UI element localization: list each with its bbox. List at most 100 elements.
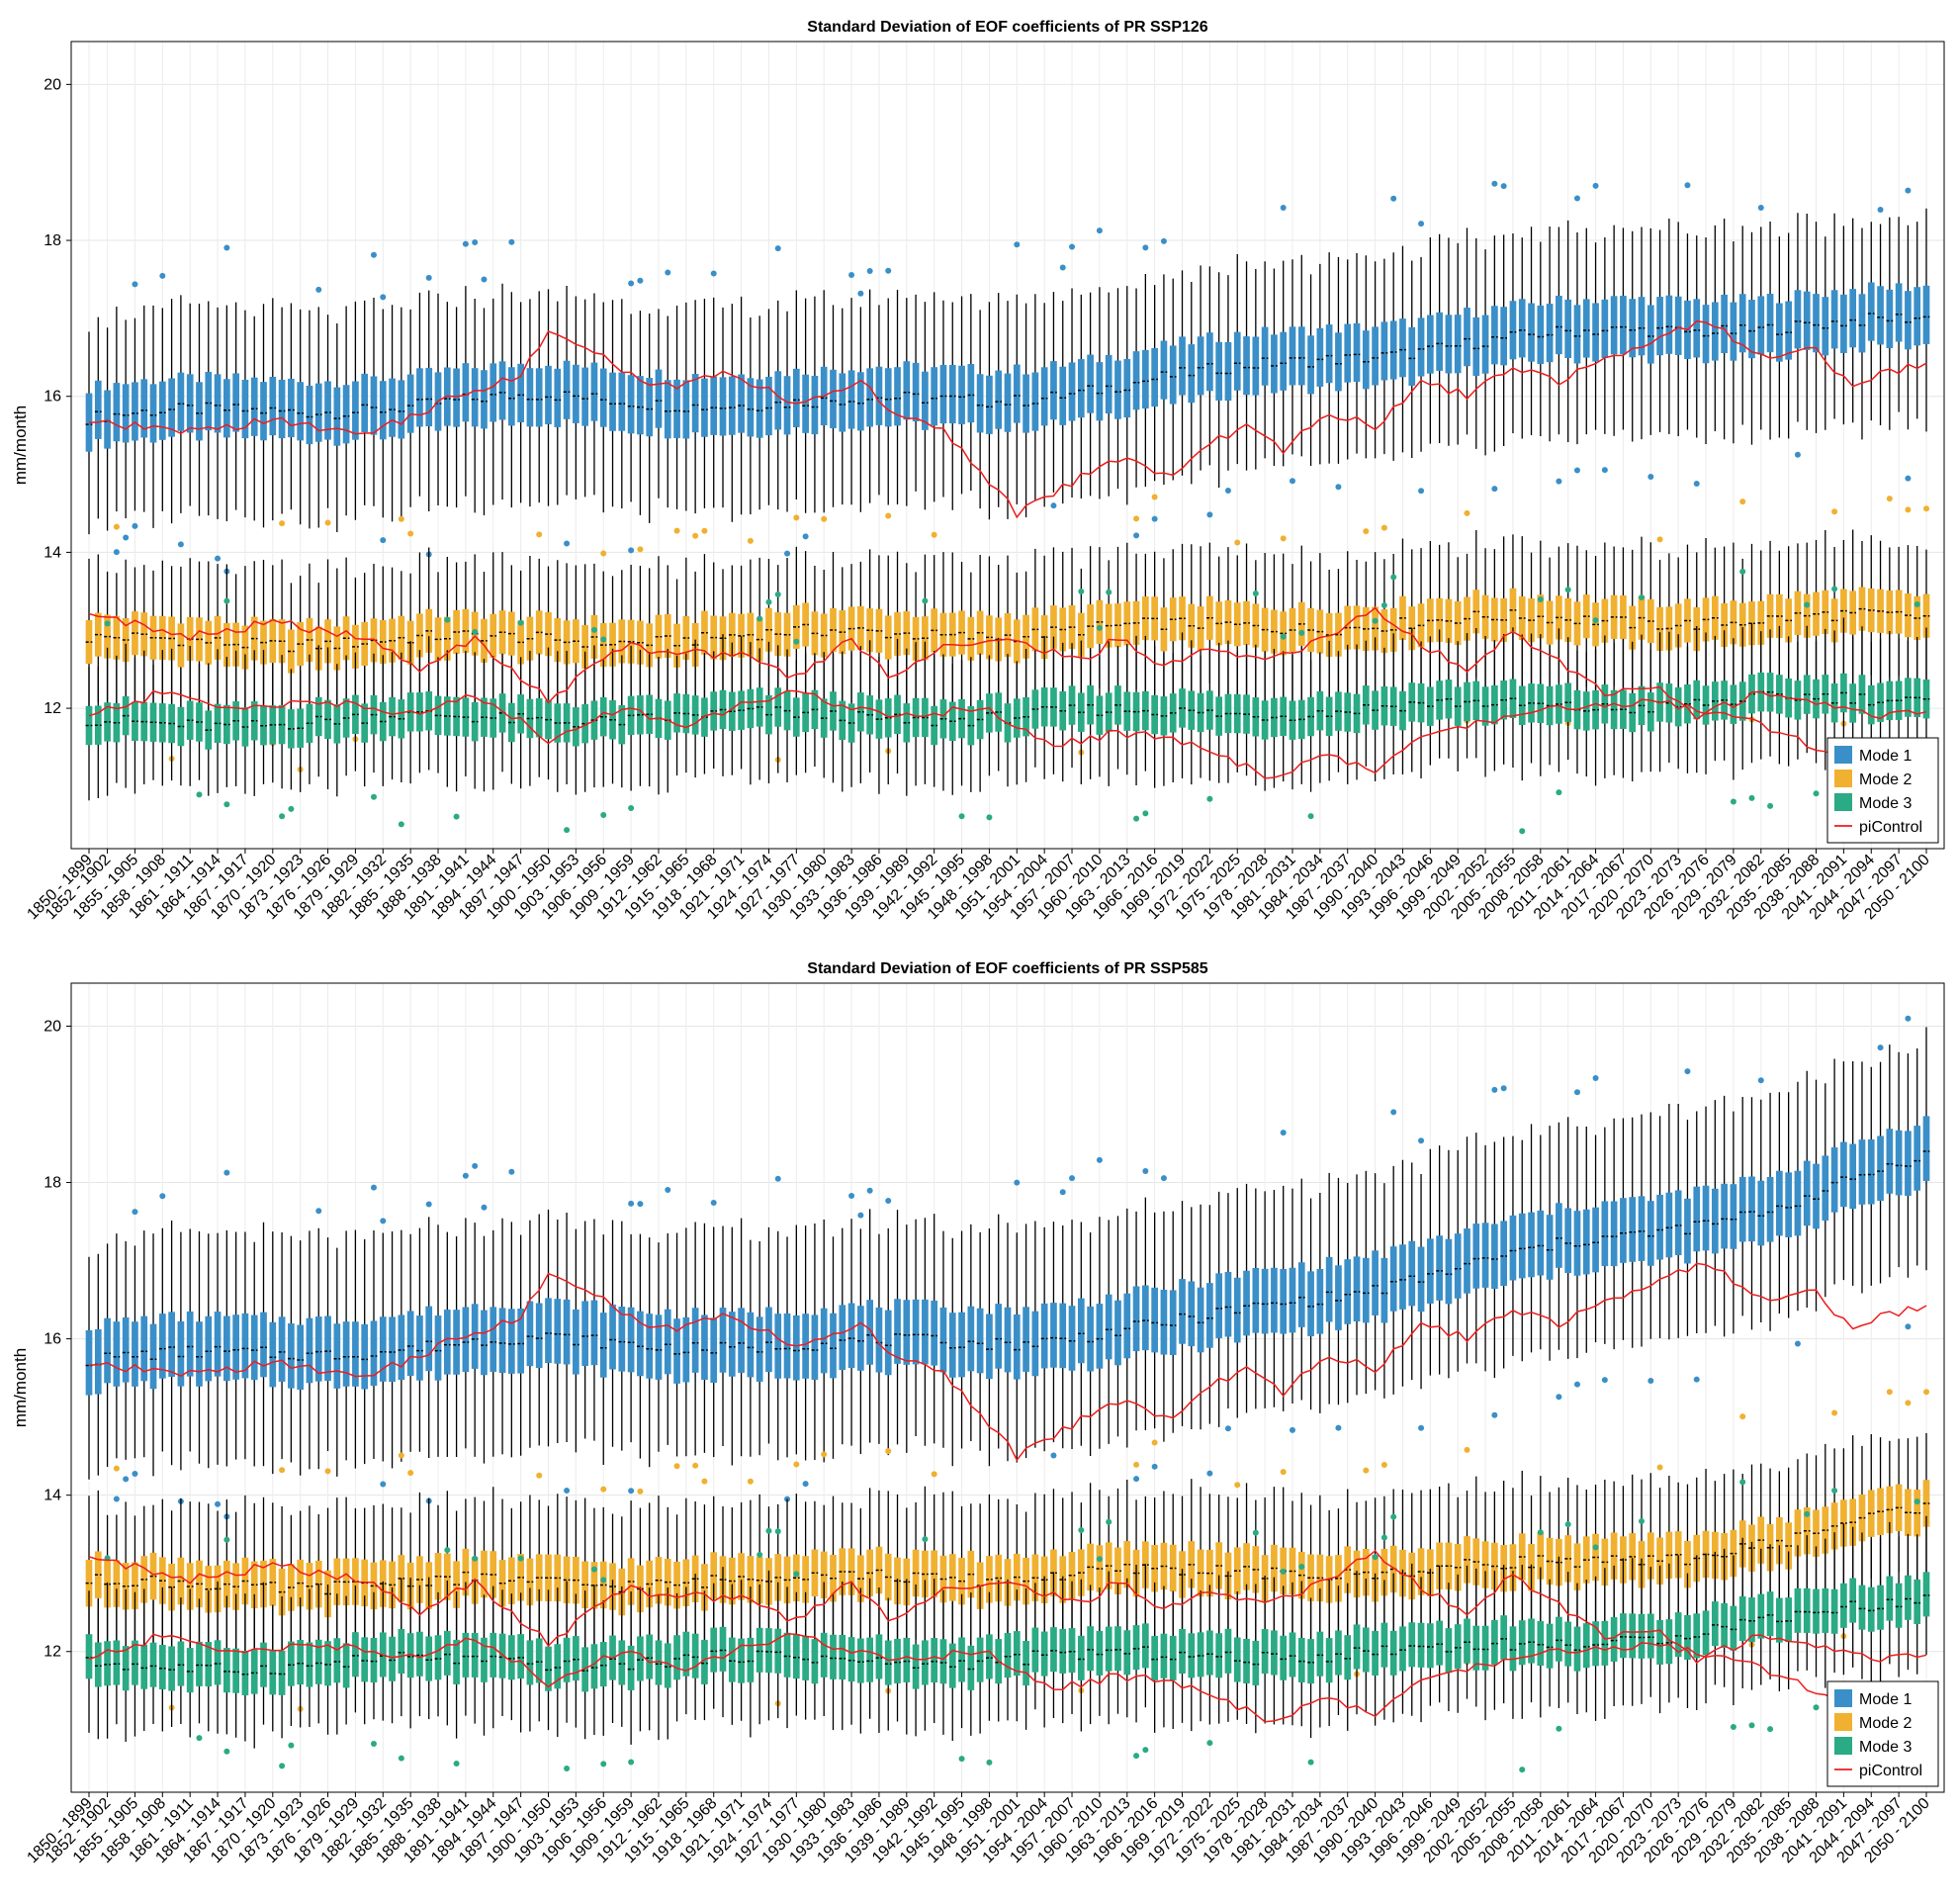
outlier-point	[370, 793, 377, 800]
outlier-point	[508, 1168, 515, 1175]
box	[1886, 590, 1894, 635]
box	[205, 371, 213, 431]
box	[104, 1641, 111, 1686]
box	[931, 705, 938, 746]
box	[866, 1637, 873, 1682]
box	[710, 1552, 718, 1599]
box	[627, 375, 635, 434]
box	[1399, 1244, 1406, 1310]
legend-label: Mode 1	[1859, 1691, 1912, 1708]
outlier-point	[1133, 815, 1140, 822]
outlier-point	[1096, 1156, 1103, 1163]
outlier-point	[600, 1761, 607, 1768]
box	[995, 370, 1003, 429]
box	[1123, 1293, 1131, 1359]
box	[811, 1639, 819, 1684]
box	[875, 366, 883, 425]
box	[1592, 1207, 1599, 1273]
box	[1757, 600, 1765, 645]
legend-label: Mode 2	[1859, 1715, 1912, 1732]
box	[995, 1554, 1003, 1602]
box	[1362, 685, 1370, 725]
box	[912, 616, 920, 661]
picontrol-line	[88, 689, 1927, 779]
outlier-point	[1234, 1482, 1241, 1489]
box	[306, 1563, 313, 1610]
outlier-point	[1905, 187, 1912, 194]
box	[490, 1632, 497, 1677]
box	[1766, 593, 1774, 638]
box	[912, 1644, 920, 1689]
outlier-point	[692, 1462, 699, 1469]
box	[398, 1629, 405, 1675]
box	[599, 1313, 607, 1378]
box	[1638, 297, 1646, 356]
box	[1417, 1246, 1425, 1313]
box	[196, 1560, 203, 1608]
box	[443, 616, 451, 661]
box	[866, 1549, 873, 1597]
outlier-point	[1500, 1085, 1507, 1092]
box	[342, 1321, 350, 1387]
box	[140, 1556, 148, 1603]
box	[682, 615, 690, 661]
box	[857, 372, 864, 431]
outlier-point	[1905, 1400, 1912, 1406]
box	[278, 379, 286, 439]
outlier-point	[315, 1208, 322, 1215]
box	[1905, 1489, 1912, 1536]
outlier-point	[517, 619, 524, 626]
box	[490, 613, 497, 658]
box	[1730, 1529, 1737, 1578]
box	[590, 362, 598, 421]
box	[1105, 692, 1112, 732]
outlier-point	[508, 238, 515, 245]
box	[490, 1551, 497, 1598]
box	[1004, 1307, 1012, 1373]
box	[1389, 686, 1397, 726]
box	[132, 1321, 138, 1387]
outlier-point	[1730, 798, 1736, 805]
box	[1620, 1198, 1627, 1263]
box	[1040, 1303, 1048, 1369]
box	[517, 1634, 524, 1679]
box	[609, 1304, 616, 1370]
box	[609, 622, 616, 667]
outlier-point	[1491, 486, 1498, 493]
box	[1261, 1629, 1269, 1675]
box	[1922, 1480, 1930, 1527]
box	[903, 1300, 911, 1365]
box	[1656, 1194, 1663, 1260]
outlier-point	[1767, 1726, 1774, 1733]
legend: Mode 1 Mode 2 Mode 3 piControl	[1826, 1680, 1939, 1787]
box	[352, 694, 359, 735]
box	[1004, 1633, 1012, 1678]
outlier-point	[315, 286, 322, 293]
box	[535, 368, 543, 427]
outlier-point	[848, 272, 855, 279]
box	[839, 1305, 846, 1370]
outlier-point	[564, 1766, 571, 1772]
box	[1518, 595, 1526, 641]
box	[673, 693, 680, 733]
box	[1592, 303, 1599, 362]
box	[1105, 1542, 1112, 1589]
box	[1922, 1116, 1930, 1182]
box	[573, 364, 579, 423]
box	[1702, 1185, 1710, 1251]
box	[774, 371, 782, 430]
box	[1472, 589, 1480, 634]
outlier-point	[1500, 183, 1507, 190]
box	[783, 1556, 791, 1604]
box	[1528, 1618, 1535, 1664]
box	[1271, 1630, 1278, 1676]
box	[847, 1637, 855, 1682]
box	[196, 1641, 203, 1686]
box	[590, 614, 598, 660]
box	[333, 387, 341, 446]
box	[1665, 1531, 1673, 1580]
box	[1721, 1602, 1728, 1648]
box	[1362, 1548, 1370, 1596]
box	[1794, 680, 1802, 720]
